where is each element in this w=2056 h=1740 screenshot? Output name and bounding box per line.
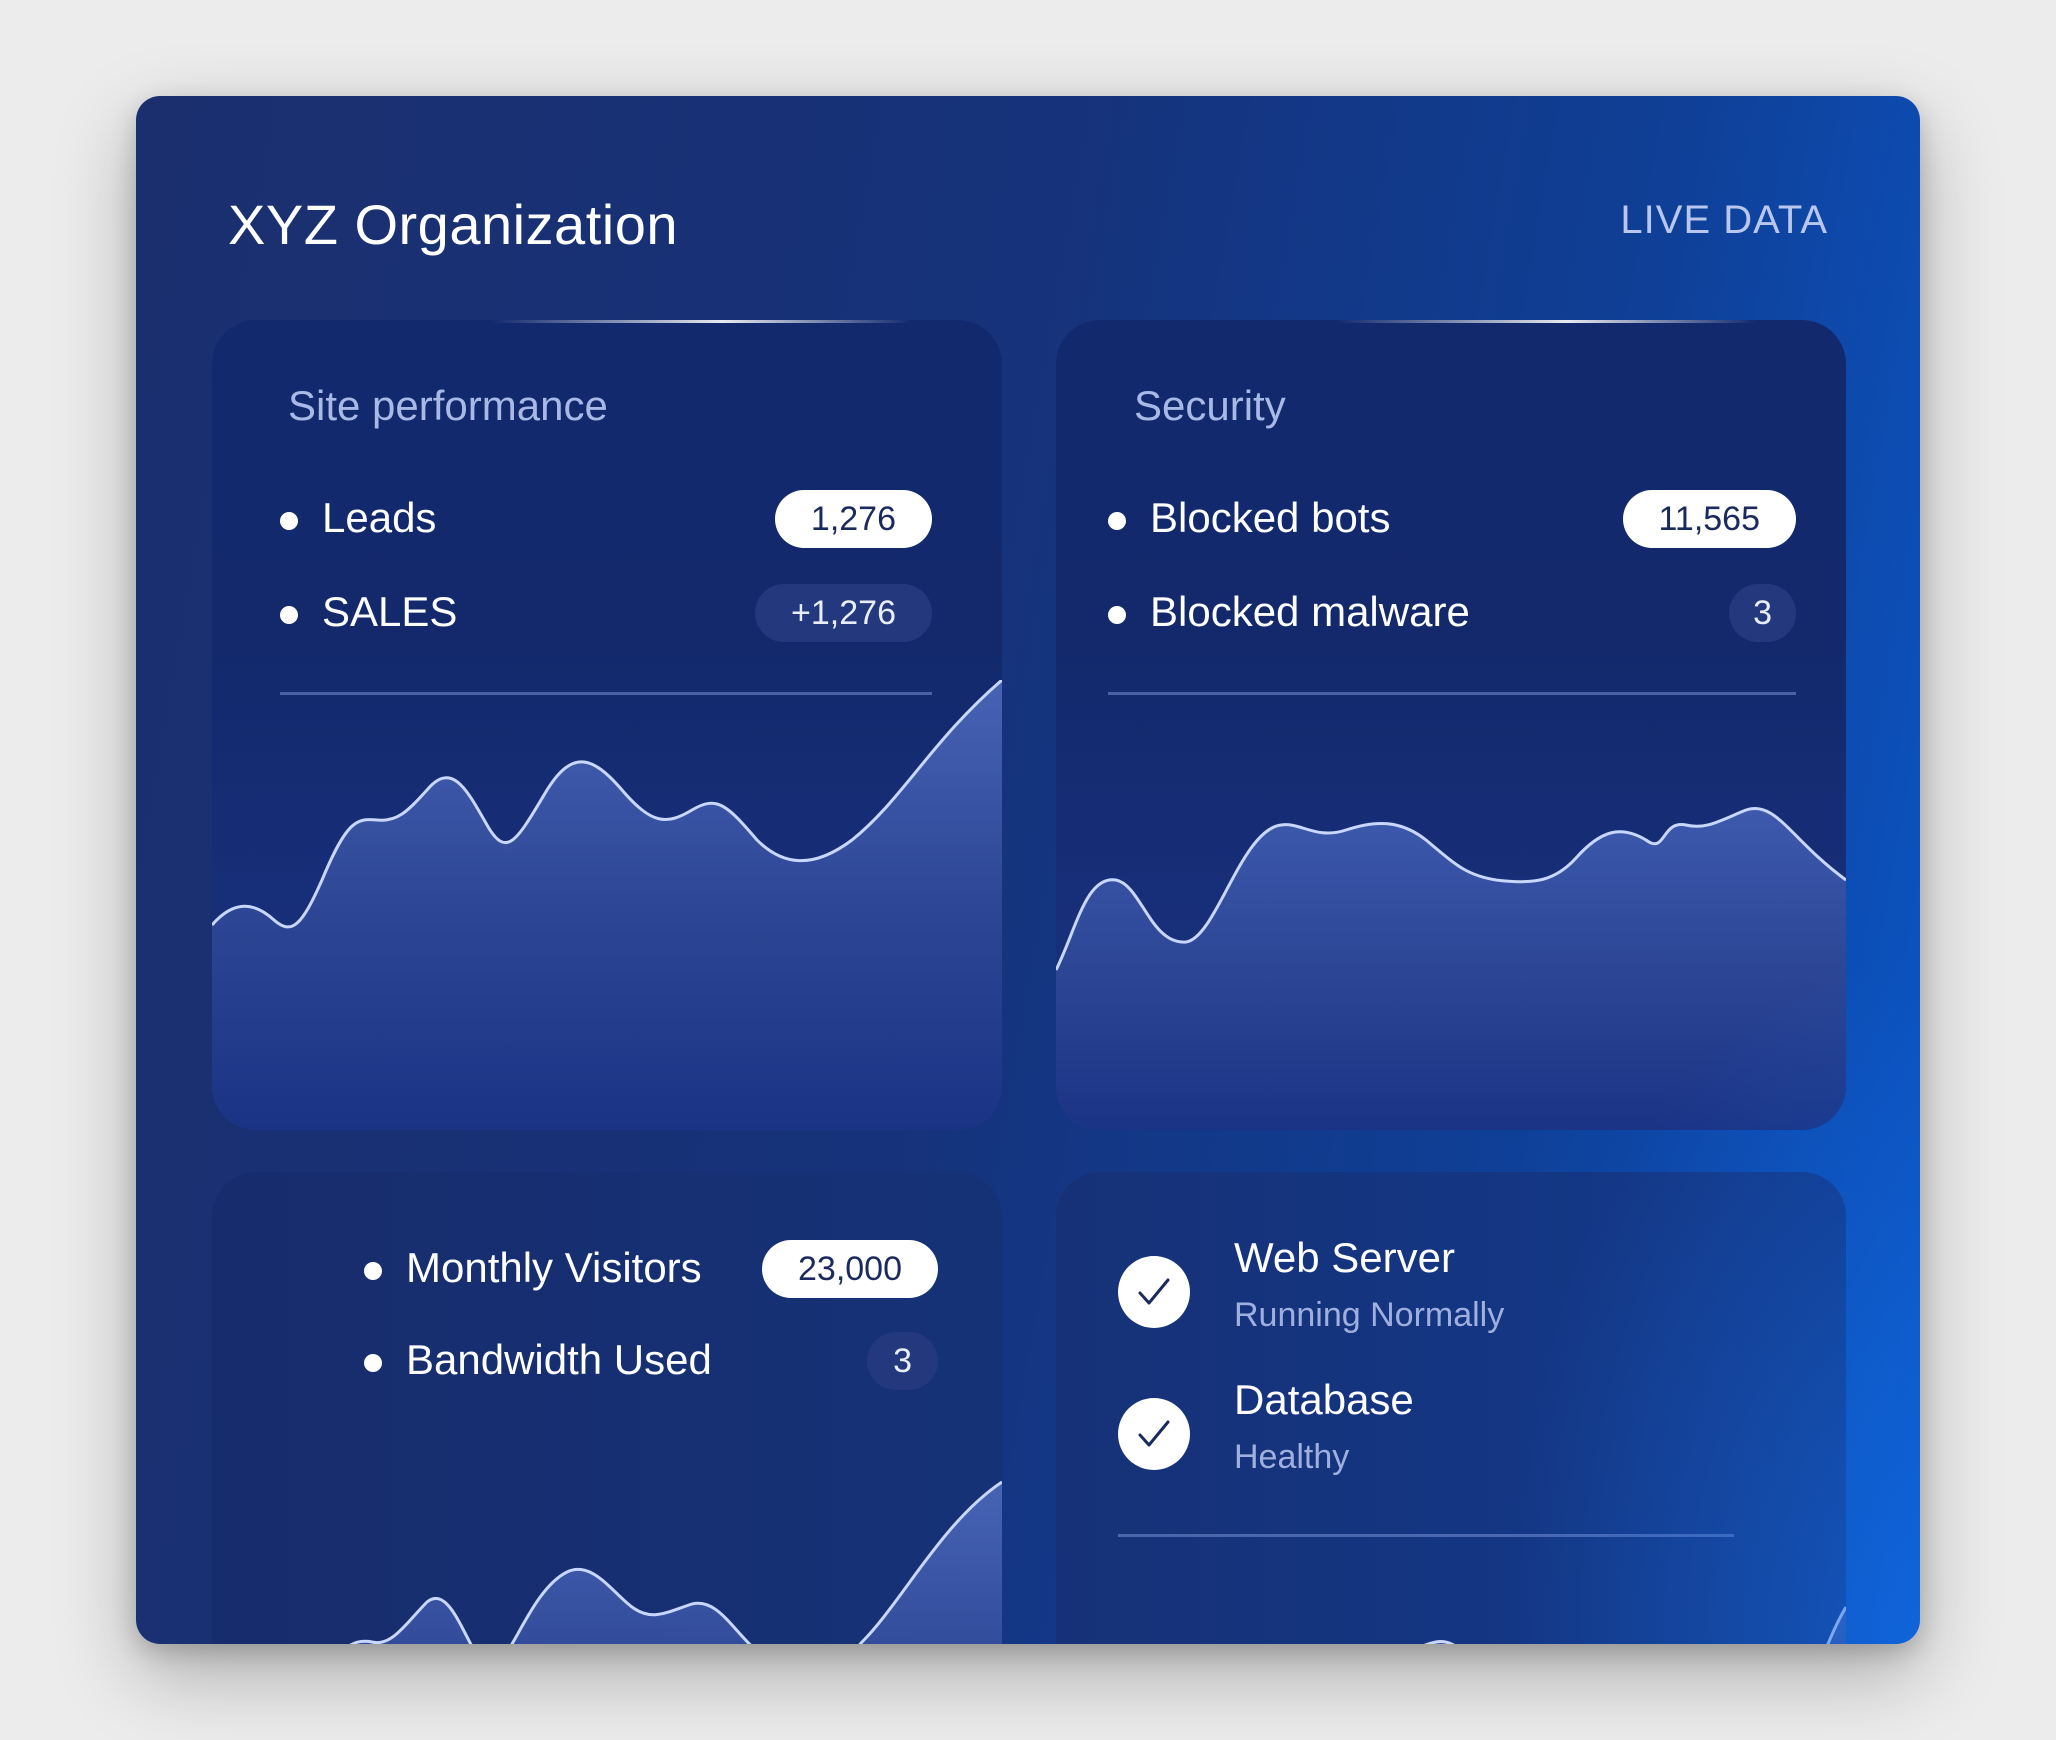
- metric-value-badge: 23,000: [762, 1240, 938, 1298]
- metric-label: Monthly Visitors: [406, 1244, 702, 1291]
- bullet-icon: [1108, 606, 1126, 624]
- card-highlight-line: [492, 320, 912, 323]
- chart-line: [1056, 807, 1846, 971]
- metric-value-badge: 11,565: [1622, 490, 1796, 548]
- chart-area: [212, 680, 1002, 1130]
- chart-area: [1429, 1641, 1452, 1644]
- metric-row-leads: Leads 1,276: [280, 490, 932, 550]
- check-icon: [1118, 1256, 1190, 1328]
- bullet-icon: [1108, 512, 1126, 530]
- status-chart: [1423, 1606, 1846, 1644]
- site-performance-chart: [212, 680, 1002, 1130]
- metric-row-sales: SALES +1,276: [280, 584, 932, 644]
- chart-line: [1423, 1640, 1455, 1644]
- site-performance-card: Site performance Leads 1,276 SALES +1,27…: [212, 320, 1002, 1130]
- metric-row-blocked-malware: Blocked malware 3: [1108, 584, 1796, 644]
- check-icon: [1118, 1398, 1190, 1470]
- metric-row-blocked-bots: Blocked bots 11,565: [1108, 490, 1796, 550]
- live-data-label[interactable]: LIVE DATA: [1620, 198, 1828, 242]
- metric-row-bandwidth-used: Bandwidth Used 3: [364, 1332, 938, 1392]
- metric-label: Leads: [322, 494, 437, 541]
- bullet-icon: [280, 606, 298, 624]
- card-highlight-line: [1336, 320, 1756, 323]
- divider: [1108, 692, 1796, 695]
- chart-line: [349, 1480, 1002, 1644]
- chart-line: [1826, 1606, 1846, 1644]
- organization-title: XYZ Organization: [228, 193, 678, 256]
- divider: [280, 692, 932, 695]
- status-item-web-server: Web Server Running Normally: [1118, 1234, 1738, 1344]
- traffic-chart: [349, 1480, 1002, 1644]
- metric-value-badge: 3: [867, 1332, 938, 1390]
- metric-label: Blocked bots: [1150, 494, 1391, 541]
- dashboard-window: XYZ Organization LIVE DATA Site performa…: [136, 96, 1920, 1644]
- metric-label: Blocked malware: [1150, 588, 1470, 635]
- chart-area: [352, 1482, 1002, 1644]
- metric-label: Bandwidth Used: [406, 1336, 712, 1383]
- status-name: Database: [1234, 1376, 1414, 1423]
- bullet-icon: [364, 1354, 382, 1372]
- metric-value-badge: 1,276: [774, 490, 932, 548]
- metric-value-badge: +1,276: [755, 584, 932, 642]
- chart-area: [1056, 808, 1846, 1130]
- status-text: Running Normally: [1234, 1296, 1505, 1334]
- chart-area: [1827, 1607, 1846, 1644]
- metric-label: SALES: [322, 588, 458, 635]
- status-name: Web Server: [1234, 1234, 1455, 1281]
- site-performance-title: Site performance: [288, 382, 608, 429]
- metric-value-badge: 3: [1729, 584, 1796, 642]
- status-text: Healthy: [1234, 1438, 1350, 1476]
- status-item-database: Database Healthy: [1118, 1376, 1738, 1486]
- system-status-card: Web Server Running Normally Database Hea…: [1056, 1172, 1846, 1644]
- chart-line: [212, 680, 1002, 929]
- bullet-icon: [280, 512, 298, 530]
- divider: [1118, 1534, 1734, 1537]
- metric-row-monthly-visitors: Monthly Visitors 23,000: [364, 1240, 938, 1300]
- traffic-card: Monthly Visitors 23,000 Bandwidth Used 3: [212, 1172, 1002, 1644]
- security-chart: [1056, 807, 1846, 1130]
- security-card: Security Blocked bots 11,565 Blocked mal…: [1056, 320, 1846, 1130]
- security-title: Security: [1134, 382, 1286, 429]
- bullet-icon: [364, 1262, 382, 1280]
